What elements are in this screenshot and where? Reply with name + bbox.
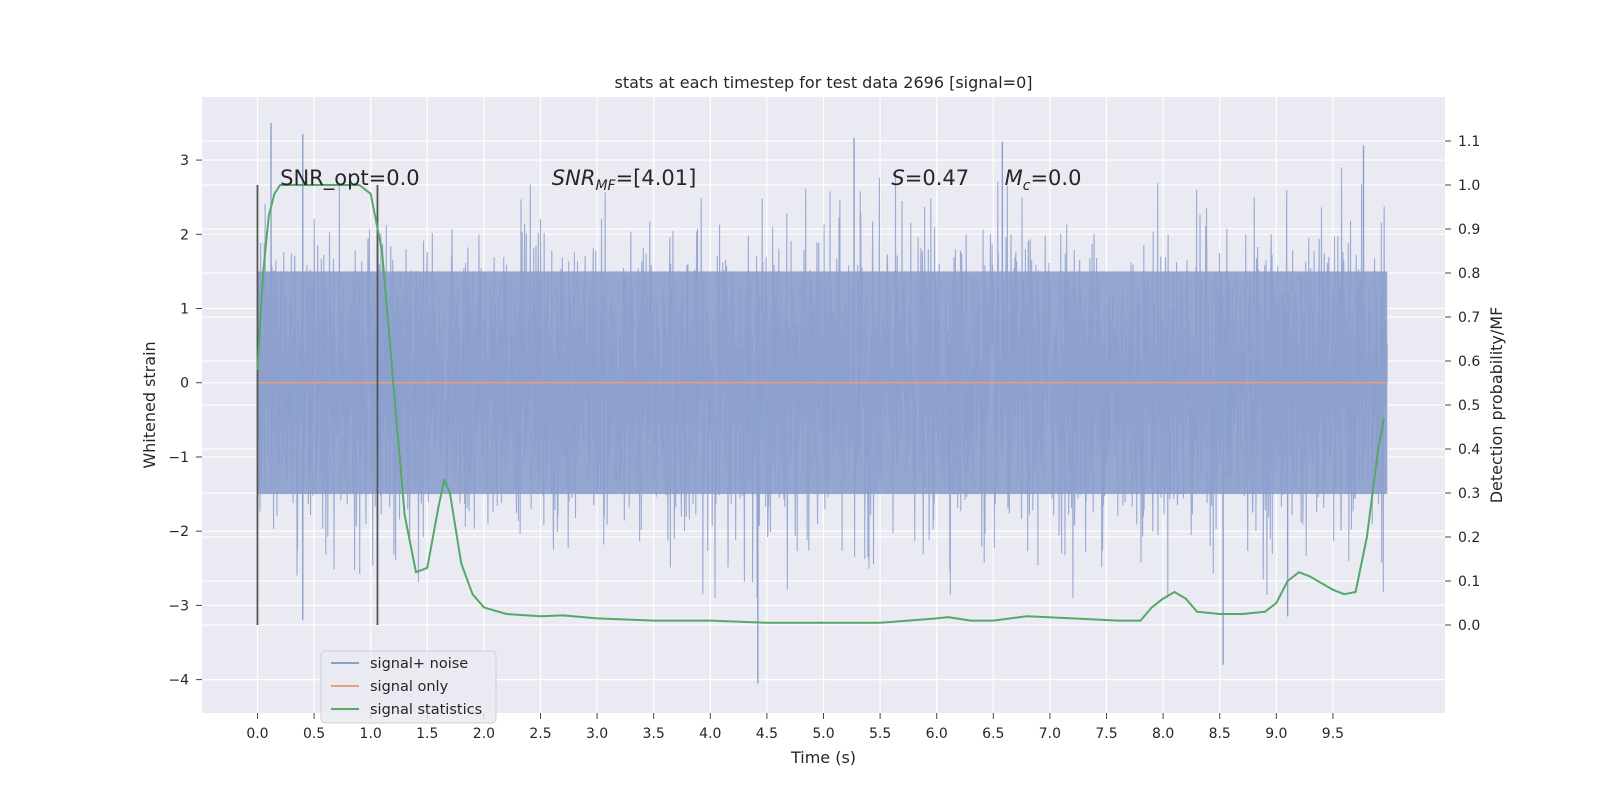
tick-label-x-11: 5.5 (869, 726, 891, 742)
tick-label-right-7: 0.7 (1458, 310, 1480, 326)
legend: signal+ noise signal only signal statist… (320, 650, 497, 724)
tick-label-x-9: 4.5 (756, 726, 778, 742)
tick-label-left-1: −3 (168, 598, 189, 614)
legend-label-noise: signal+ noise (370, 656, 468, 672)
tick-label-x-7: 3.5 (643, 726, 665, 742)
tick-label-x-13: 6.5 (982, 726, 1004, 742)
legend-label-signal: signal only (370, 679, 449, 695)
tick-label-left-3: −1 (168, 450, 189, 466)
annotation-2: S=0.47 (891, 166, 969, 190)
chart-title: stats at each timestep for test data 269… (614, 73, 1032, 92)
tick-label-x-1: 0.5 (303, 726, 325, 742)
signal-statistics-line (256, 184, 1385, 624)
x-axis-ticks: 0.0 0.5 1.0 1.5 2.0 2.5 3.0 3.5 4.0 4.5 5.0 5.5 6.0 6… (246, 713, 1344, 742)
left-y-axis-label: Whitened strain (140, 341, 159, 468)
tick-label-x-19: 9.5 (1322, 726, 1344, 742)
tick-label-right-11: 1.1 (1458, 134, 1480, 150)
tick-label-x-17: 8.5 (1209, 726, 1231, 742)
vertical-markers (256, 185, 379, 625)
tick-label-x-0: 0.0 (246, 726, 268, 742)
left-y-axis-ticks: −4 −3 −2 −1 0 1 2 3 (168, 153, 202, 689)
tick-label-left-4: 0 (180, 376, 189, 392)
tick-label-x-4: 2.0 (473, 726, 495, 742)
tick-label-x-6: 3.0 (586, 726, 608, 742)
tick-label-right-8: 0.8 (1458, 266, 1480, 282)
x-axis-label: Time (s) (790, 748, 856, 767)
legend-box (320, 650, 497, 724)
tick-label-x-3: 1.5 (416, 726, 438, 742)
tick-label-x-5: 2.5 (529, 726, 551, 742)
tick-label-x-18: 9.0 (1265, 726, 1287, 742)
tick-label-left-5: 1 (180, 302, 189, 318)
tick-label-right-2: 0.2 (1458, 530, 1480, 546)
tick-label-right-1: 0.1 (1458, 574, 1480, 590)
tick-label-right-6: 0.6 (1458, 354, 1480, 370)
tick-label-right-4: 0.4 (1458, 442, 1480, 458)
right-y-axis-label: Detection probability/MF (1487, 307, 1506, 504)
tick-label-right-10: 1.0 (1458, 178, 1480, 194)
tick-label-x-10: 5.0 (812, 726, 834, 742)
tick-label-x-2: 1.0 (360, 726, 382, 742)
annotation-1: SNRMF=[4.01] (552, 166, 697, 194)
tick-label-right-3: 0.3 (1458, 486, 1480, 502)
tick-label-left-6: 2 (180, 227, 189, 243)
legend-label-stats: signal statistics (370, 702, 482, 718)
tick-label-x-14: 7.0 (1039, 726, 1061, 742)
right-y-axis-ticks: 0.0 0.1 0.2 0.3 0.4 0.5 0.6 0.7 0.8 0.9 1.0 1.1 (1445, 134, 1480, 634)
tick-label-left-7: 3 (180, 153, 189, 169)
tick-label-x-15: 7.5 (1095, 726, 1117, 742)
tick-label-x-8: 4.0 (699, 726, 721, 742)
annotation-3: Mc=0.0 (1005, 166, 1082, 194)
annotation-0: SNR_opt=0.0 (280, 166, 420, 191)
signal-statistics-series (256, 184, 1385, 624)
tick-label-left-0: −4 (168, 673, 189, 689)
tick-label-right-9: 0.9 (1458, 222, 1480, 238)
tick-label-left-2: −2 (168, 524, 189, 540)
tick-label-right-0: 0.0 (1458, 618, 1480, 634)
tick-label-x-16: 8.0 (1152, 726, 1174, 742)
annotations: SNR_opt=0.0 SNRMF=[4.01] S=0.47 Mc=0.0 (280, 166, 1081, 194)
tick-label-right-5: 0.5 (1458, 398, 1480, 414)
tick-label-x-12: 6.0 (926, 726, 948, 742)
